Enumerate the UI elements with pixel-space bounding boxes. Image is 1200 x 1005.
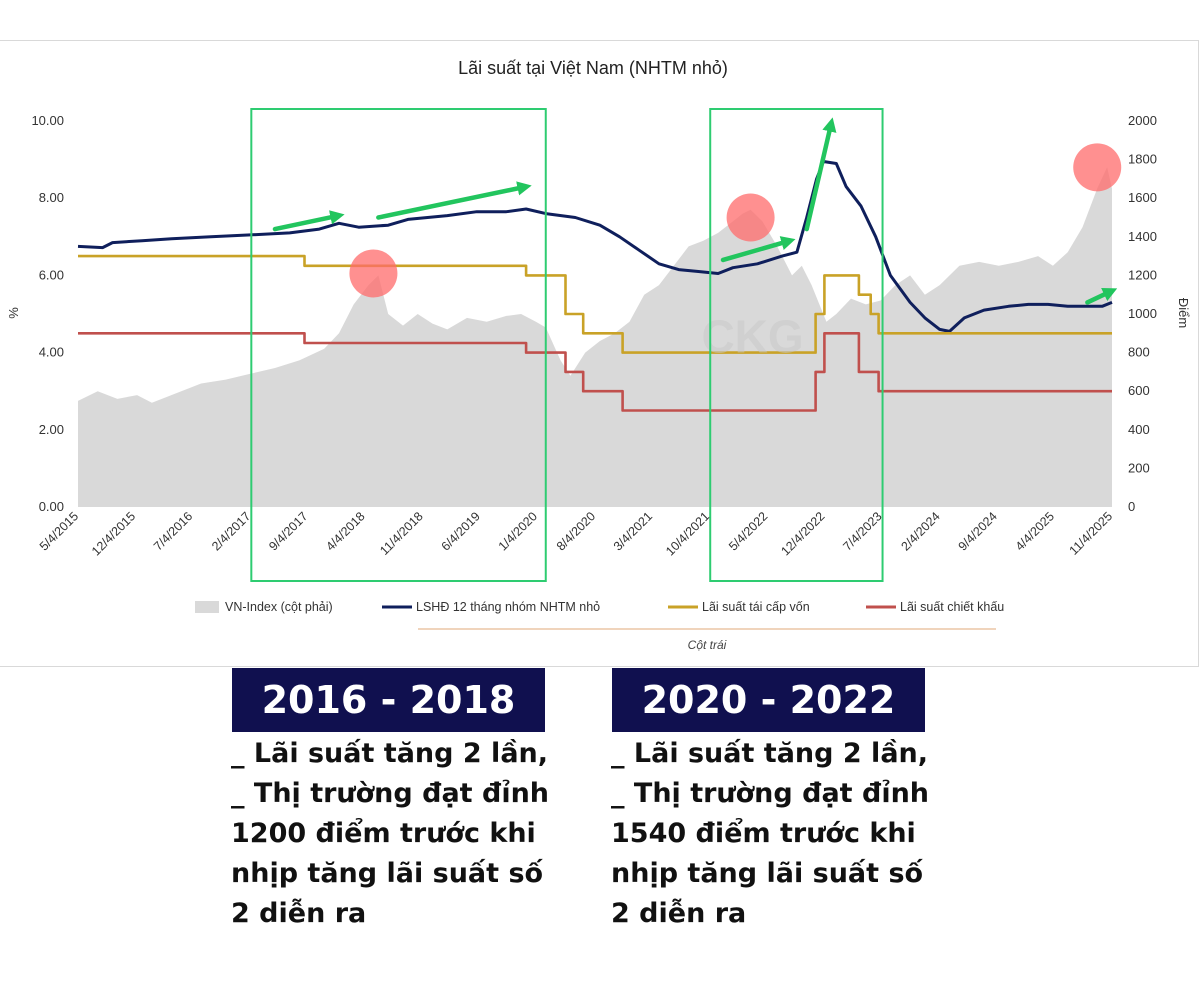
panel-note-line: nhịp tăng lãi suất số (611, 858, 924, 889)
legend-swatch (195, 601, 219, 613)
panel-notes-2016-2018: _ Lãi suất tăng 2 lần, _ Thị trường đạt … (231, 734, 571, 934)
panel-note-line: 1540 điểm trước khi (611, 818, 916, 849)
x-tick: 5/4/2015 (37, 509, 81, 553)
x-tick: 8/4/2020 (554, 509, 598, 553)
y-tick-right: 1000 (1128, 306, 1157, 321)
y-tick-right: 2000 (1128, 113, 1157, 128)
watermark: CKG (701, 311, 803, 363)
highlight-box (709, 108, 884, 582)
panel-note-line: 1200 điểm trước khi (231, 818, 536, 849)
y-tick-left: 2.00 (39, 422, 64, 437)
legend-label: VN-Index (cột phải) (225, 600, 333, 614)
y-tick-right: 0 (1128, 499, 1135, 514)
x-tick: 1/4/2020 (496, 509, 540, 553)
series-line-tai-cap-von (78, 254, 1112, 354)
y-tick-right: 1200 (1128, 267, 1157, 282)
panel-note-line: _ Lãi suất tăng 2 lần, (231, 738, 549, 769)
legend-group-label: Cột trái (688, 638, 727, 652)
x-tick: 3/4/2021 (611, 509, 655, 553)
plot-area: CKG 0.00 2.00 4.00 6.00 8.00 10.00 0 200 400 600 80… (31, 108, 1157, 582)
legend: VN-Index (cột phải) LSHĐ 12 tháng nhóm NH… (195, 600, 1004, 614)
y-tick-left: 0.00 (39, 499, 64, 514)
x-tick: 4/4/2018 (323, 509, 367, 553)
interest-rate-chart: Lãi suất tại Việt Nam (NHTM nhỏ) CKG 0.00… (6, 58, 1191, 652)
x-tick: 2/4/2024 (898, 509, 942, 553)
x-tick: 2/4/2017 (209, 509, 253, 553)
panel-note-line: 2 diễn ra (611, 898, 747, 929)
trend-arrow (272, 210, 345, 232)
peak-marker (726, 193, 775, 242)
x-tick: 11/4/2025 (1067, 509, 1116, 558)
y-axis-left-label: % (6, 307, 21, 319)
y-tick-left: 4.00 (39, 345, 64, 360)
y-tick-left: 6.00 (39, 267, 64, 282)
panel-notes-2020-2022: _ Lãi suất tăng 2 lần, _ Thị trường đạt … (611, 734, 951, 934)
x-tick: 6/4/2019 (439, 509, 483, 553)
x-tick: 9/4/2017 (266, 509, 310, 553)
panel-heading-2020-2022: 2020 - 2022 (612, 668, 925, 732)
x-tick: 5/4/2022 (726, 509, 770, 553)
x-tick: 11/4/2018 (377, 509, 426, 558)
highlight-box (250, 108, 547, 582)
x-tick: 4/4/2025 (1013, 509, 1057, 553)
trend-arrow (1085, 288, 1118, 305)
panel-note-line: 2 diễn ra (231, 898, 367, 929)
y-tick-right: 1600 (1128, 190, 1157, 205)
panel-note-line: nhịp tăng lãi suất số (231, 858, 544, 889)
legend-label: Lãi suất chiết khấu (900, 600, 1004, 614)
y-tick-right: 800 (1128, 345, 1150, 360)
chart-card: Lãi suất tại Việt Nam (NHTM nhỏ) CKG 0.00… (0, 40, 1199, 667)
y-tick-left: 10.00 (31, 113, 64, 128)
x-tick: 12/4/2022 (778, 509, 827, 558)
peak-marker (349, 249, 398, 298)
trend-arrow (720, 236, 796, 263)
x-tick: 7/4/2016 (151, 509, 195, 553)
series-area-vn-index (78, 167, 1112, 508)
y-tick-right: 1800 (1128, 152, 1157, 167)
chart-title: Lãi suất tại Việt Nam (NHTM nhỏ) (458, 58, 728, 78)
x-tick: 10/4/2021 (663, 509, 712, 558)
x-tick: 12/4/2015 (89, 509, 138, 558)
legend-label: Lãi suất tái cấp vốn (702, 600, 810, 614)
y-tick-right: 1400 (1128, 229, 1157, 244)
x-tick: 9/4/2024 (956, 509, 1000, 553)
panel-heading-2016-2018: 2016 - 2018 (232, 668, 545, 732)
peak-marker (1073, 143, 1122, 192)
y-tick-left: 8.00 (39, 190, 64, 205)
x-tick: 7/4/2023 (840, 509, 884, 553)
panel-note-line: _ Thị trường đạt đỉnh (231, 778, 550, 809)
trend-arrow (804, 117, 837, 232)
y-tick-right: 200 (1128, 460, 1150, 475)
trend-arrow (376, 181, 532, 220)
panel-note-line: _ Lãi suất tăng 2 lần, (611, 738, 929, 769)
legend-label: LSHĐ 12 tháng nhóm NHTM nhỏ (416, 600, 600, 614)
y-tick-right: 600 (1128, 383, 1150, 398)
panel-note-line: _ Thị trường đạt đỉnh (611, 778, 930, 809)
series-line-chiet-khau (78, 331, 1112, 412)
series-line-lshd-12-thang (77, 160, 1113, 333)
y-tick-right: 400 (1128, 422, 1150, 437)
y-axis-right-label: Điểm (1176, 298, 1191, 328)
